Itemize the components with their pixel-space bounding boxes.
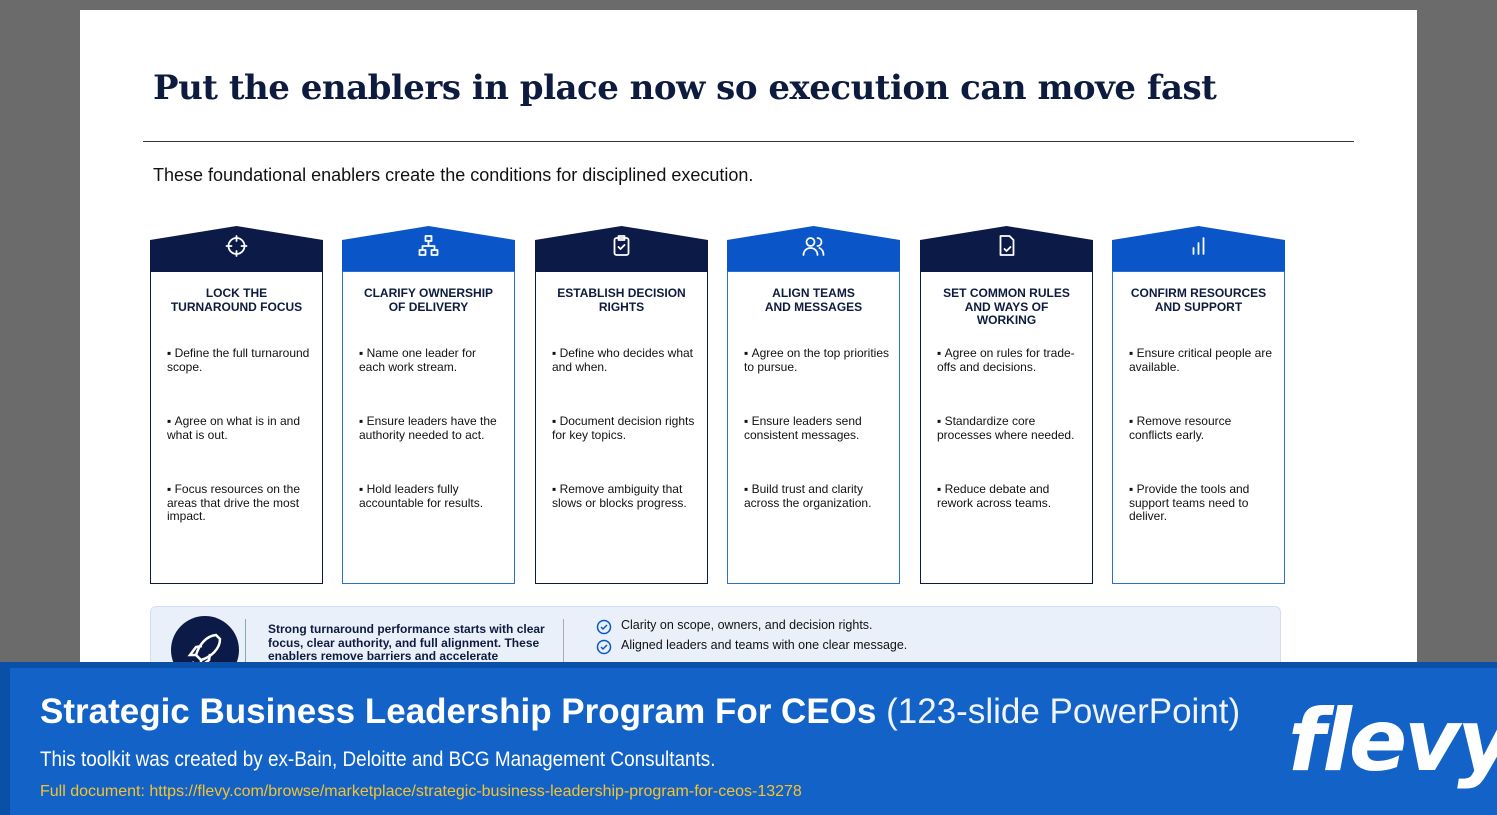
slide-subtitle: These foundational enablers create the c… — [153, 165, 754, 185]
summary-text: Strong turnaround performance starts wit… — [268, 622, 545, 664]
card-header-shape — [920, 226, 1093, 272]
card-bullet: Agree on rules for trade-offs and decisi… — [937, 346, 1082, 374]
card-bullet: Provide the tools and support teams need… — [1129, 482, 1274, 524]
check-icon — [596, 619, 612, 640]
card: CONFIRM RESOURCES AND SUPPORT Ensure crit… — [1112, 271, 1285, 584]
banner-title-note: (123-slide PowerPoint) — [886, 692, 1241, 731]
divider — [245, 619, 246, 699]
card-bullet: Reduce debate and rework across teams. — [937, 482, 1082, 510]
card-title: CONFIRM RESOURCES AND SUPPORT — [1130, 286, 1267, 314]
card-header — [1112, 226, 1285, 272]
card-bullet: Remove resource conflicts early. — [1129, 414, 1274, 442]
card: SET COMMON RULES AND WAYS OF WORKING Agre… — [920, 271, 1093, 584]
card-bullet: Define the full turnaround scope. — [167, 346, 312, 374]
title-rule — [143, 141, 1354, 142]
slide-title: Put the enablers in place now so executi… — [153, 68, 1217, 108]
banner-body: Strategic Business Leadership Program Fo… — [10, 668, 1497, 815]
card-header — [727, 226, 900, 272]
card-bullet: Ensure leaders send consistent messages. — [744, 414, 889, 442]
card-bullet: Focus resources on the areas that drive … — [167, 482, 312, 524]
card: ALIGN TEAMS AND MESSAGES Agree on the top… — [727, 271, 900, 584]
card-bullet: Standardize core processes where needed. — [937, 414, 1082, 442]
card-title: ALIGN TEAMS AND MESSAGES — [764, 286, 863, 314]
card-header — [535, 226, 708, 272]
card-bullet: Agree on the top priorities to pursue. — [744, 346, 889, 374]
card-header — [342, 226, 515, 272]
banner: Strategic Business Leadership Program Fo… — [0, 662, 1497, 815]
banner-link[interactable]: Full document: https://flevy.com/browse/… — [40, 783, 802, 800]
banner-title-main: Strategic Business Leadership Program Fo… — [40, 692, 877, 731]
card-header-shape — [342, 226, 515, 272]
card-bullet: Ensure leaders have the authority needed… — [359, 414, 504, 442]
card-header — [150, 226, 323, 272]
card-bullet: Hold leaders fully accountable for resul… — [359, 482, 504, 510]
logo: flevy — [1288, 691, 1497, 791]
card-bullet: Define who decides what and when. — [552, 346, 697, 374]
card-bullet: Document decision rights for key topics. — [552, 414, 697, 442]
card-bullet: Build trust and clarity across the organ… — [744, 482, 889, 510]
card-bullet: Ensure critical people are available. — [1129, 346, 1274, 374]
card-header-shape — [150, 226, 323, 272]
card-title: CLARIFY OWNERSHIP OF DELIVERY — [363, 286, 494, 314]
card-header-shape — [1112, 226, 1285, 272]
card-header — [920, 226, 1093, 272]
card-bullet: Name one leader for each work stream. — [359, 346, 504, 374]
check-item: Clarity on scope, owners, and decision r… — [621, 618, 873, 632]
card-title: LOCK THE TURNAROUND FOCUS — [170, 286, 303, 314]
card-header-shape — [535, 226, 708, 272]
card: ESTABLISH DECISION RIGHTS Define who deci… — [535, 271, 708, 584]
card: CLARIFY OWNERSHIP OF DELIVERY Name one le… — [342, 271, 515, 584]
card: LOCK THE TURNAROUND FOCUS Define the full… — [150, 271, 323, 584]
card-bullet: Remove ambiguity that slows or blocks pr… — [552, 482, 697, 510]
check-icon — [596, 639, 612, 660]
slide: Put the enablers in place now so executi… — [80, 10, 1417, 815]
check-item: Aligned leaders and teams with one clear… — [621, 638, 908, 652]
card-header-shape — [727, 226, 900, 272]
card-bullet: Agree on what is in and what is out. — [167, 414, 312, 442]
banner-title: Strategic Business Leadership Program Fo… — [40, 692, 1240, 732]
divider — [563, 619, 564, 699]
card-title: ESTABLISH DECISION RIGHTS — [557, 286, 686, 314]
card-title: SET COMMON RULES AND WAYS OF WORKING — [943, 286, 1070, 327]
banner-description: This toolkit was created by ex-Bain, Del… — [40, 748, 716, 771]
